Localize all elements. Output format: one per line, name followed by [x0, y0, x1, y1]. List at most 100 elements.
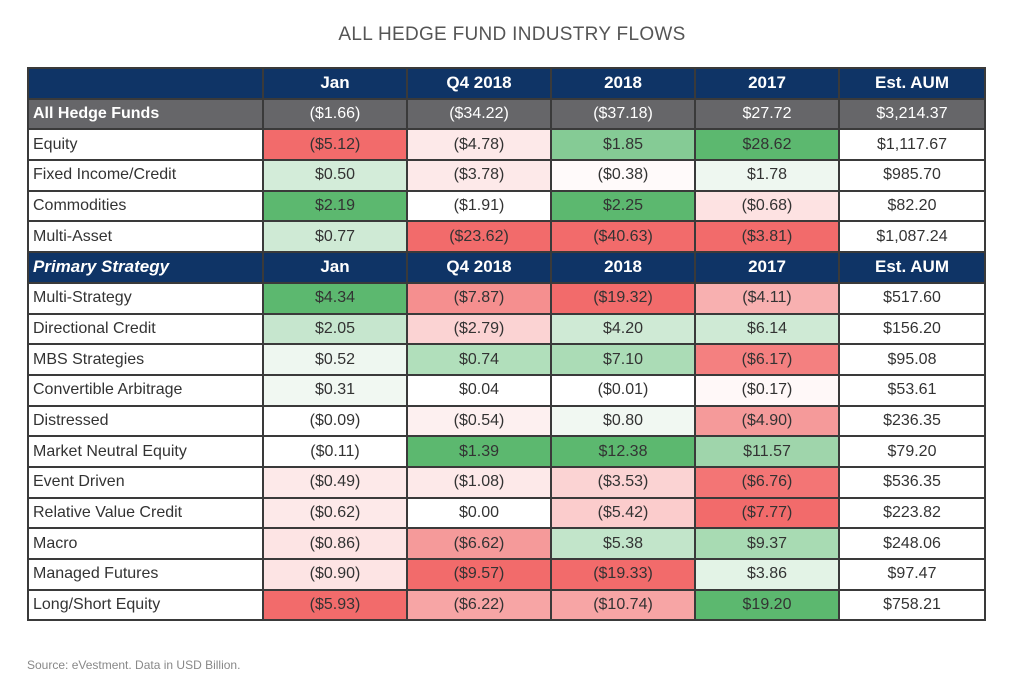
heatmap-cell: $4.20: [550, 312, 696, 346]
strategy-header-row: Primary Strategy Jan Q4 2018 2018 2017 Est. A…: [27, 251, 986, 284]
heatmap-cell: ($1.91): [406, 189, 552, 223]
heatmap-cell: ($40.63): [550, 220, 696, 254]
heatmap-cell: $2.19: [262, 189, 408, 223]
column-header: Est. AUM: [838, 251, 986, 284]
heatmap-cell: $19.20: [694, 588, 840, 622]
heatmap-cell: $236.35: [838, 404, 986, 438]
header-label: Primary Strategy: [27, 251, 264, 284]
source-note: Source: eVestment. Data in USD Billion.: [27, 658, 241, 672]
heatmap-cell: $2.25: [550, 189, 696, 223]
table-title: ALL HEDGE FUND INDUSTRY FLOWS: [338, 24, 686, 45]
row-label: Equity: [27, 128, 264, 162]
row-label: MBS Strategies: [27, 343, 264, 376]
heatmap-cell: $0.00: [406, 496, 552, 530]
heatmap-cell: $1.85: [550, 128, 696, 162]
heatmap-cell: ($0.38): [550, 159, 696, 192]
table-row: Equity ($5.12) ($4.78) $1.85 $28.62 $1,117.67: [27, 128, 986, 162]
row-label: Directional Credit: [27, 312, 264, 346]
row-label: Fixed Income/Credit: [27, 159, 264, 192]
row-label: Multi-Asset: [27, 220, 264, 254]
heatmap-cell: $53.61: [838, 373, 986, 407]
heatmap-cell: $0.77: [262, 220, 408, 254]
heatmap-cell: $1,117.67: [838, 128, 986, 162]
heatmap-cell: $0.52: [262, 343, 408, 376]
heatmap-cell: ($0.01): [550, 373, 696, 407]
heatmap-cell: ($3.81): [694, 220, 840, 254]
heatmap-cell: ($0.54): [406, 404, 552, 438]
heatmap-cell: $1.78: [694, 159, 840, 192]
heatmap-cell: $3.86: [694, 558, 840, 591]
heatmap-cell: $2.05: [262, 312, 408, 346]
total-row: All Hedge Funds ($1.66) ($34.22) ($37.18) $2…: [27, 97, 986, 131]
heatmap-cell: $95.08: [838, 343, 986, 376]
table-row: Event Driven ($0.49) ($1.08) ($3.53) ($6.76)…: [27, 465, 986, 499]
table-row: Managed Futures ($0.90) ($9.57) ($19.33) $3.…: [27, 558, 986, 591]
heatmap-cell: ($5.42): [550, 496, 696, 530]
heatmap-cell: $0.31: [262, 373, 408, 407]
heatmap-cell: ($6.76): [694, 465, 840, 499]
table-row: Long/Short Equity ($5.93) ($6.22) ($10.74) $…: [27, 588, 986, 622]
heatmap-cell: ($19.33): [550, 558, 696, 591]
table-cell: ($1.66): [262, 97, 408, 131]
heatmap-cell: ($0.86): [262, 527, 408, 560]
table-cell: ($34.22): [406, 97, 552, 131]
heatmap-cell: ($7.77): [694, 496, 840, 530]
heatmap-cell: ($7.87): [406, 281, 552, 315]
column-header: 2017: [694, 67, 840, 100]
heatmap-cell: ($0.09): [262, 404, 408, 438]
row-label: Market Neutral Equity: [27, 435, 264, 468]
heatmap-cell: $0.74: [406, 343, 552, 376]
flows-table: Jan Q4 2018 2018 2017 Est. AUM All Hedge Fund…: [27, 67, 986, 622]
heatmap-cell: $0.80: [550, 404, 696, 438]
table-row: Multi-Asset $0.77 ($23.62) ($40.63) ($3.81) $…: [27, 220, 986, 254]
heatmap-cell: ($3.78): [406, 159, 552, 192]
column-header: 2018: [550, 67, 696, 100]
heatmap-cell: $248.06: [838, 527, 986, 560]
heatmap-cell: ($2.79): [406, 312, 552, 346]
heatmap-cell: $79.20: [838, 435, 986, 468]
heatmap-cell: $758.21: [838, 588, 986, 622]
row-label: Managed Futures: [27, 558, 264, 591]
row-label: Event Driven: [27, 465, 264, 499]
heatmap-cell: ($0.68): [694, 189, 840, 223]
heatmap-cell: ($4.90): [694, 404, 840, 438]
header-label: [27, 67, 264, 100]
heatmap-cell: $12.38: [550, 435, 696, 468]
heatmap-cell: $517.60: [838, 281, 986, 315]
table-row: Multi-Strategy $4.34 ($7.87) ($19.32) ($4.11…: [27, 281, 986, 315]
heatmap-cell: ($5.93): [262, 588, 408, 622]
table-row: Fixed Income/Credit $0.50 ($3.78) ($0.38) $1…: [27, 159, 986, 192]
heatmap-cell: $6.14: [694, 312, 840, 346]
column-header: Est. AUM: [838, 67, 986, 100]
heatmap-cell: ($4.78): [406, 128, 552, 162]
heatmap-cell: ($1.08): [406, 465, 552, 499]
row-label: Multi-Strategy: [27, 281, 264, 315]
heatmap-cell: ($10.74): [550, 588, 696, 622]
heatmap-cell: ($3.53): [550, 465, 696, 499]
heatmap-cell: ($4.11): [694, 281, 840, 315]
table-row: Relative Value Credit ($0.62) $0.00 ($5.42)…: [27, 496, 986, 530]
heatmap-cell: ($0.62): [262, 496, 408, 530]
column-header: 2018: [550, 251, 696, 284]
table-row: Commodities $2.19 ($1.91) $2.25 ($0.68) $82.2…: [27, 189, 986, 223]
table-cell: ($37.18): [550, 97, 696, 131]
heatmap-cell: $985.70: [838, 159, 986, 192]
row-label: Macro: [27, 527, 264, 560]
row-label: Long/Short Equity: [27, 588, 264, 622]
table-row: Convertible Arbitrage $0.31 $0.04 ($0.01) ($…: [27, 373, 986, 407]
column-header: 2017: [694, 251, 840, 284]
heatmap-cell: $28.62: [694, 128, 840, 162]
heatmap-cell: $0.50: [262, 159, 408, 192]
row-label: Convertible Arbitrage: [27, 373, 264, 407]
heatmap-cell: ($9.57): [406, 558, 552, 591]
column-header: Jan: [262, 251, 408, 284]
column-header: Q4 2018: [406, 251, 552, 284]
heatmap-cell: ($0.17): [694, 373, 840, 407]
heatmap-cell: ($6.17): [694, 343, 840, 376]
table-cell: $3,214.37: [838, 97, 986, 131]
heatmap-cell: $223.82: [838, 496, 986, 530]
heatmap-cell: ($5.12): [262, 128, 408, 162]
table-row: Market Neutral Equity ($0.11) $1.39 $12.38 $…: [27, 435, 986, 468]
heatmap-cell: $9.37: [694, 527, 840, 560]
heatmap-cell: ($0.90): [262, 558, 408, 591]
